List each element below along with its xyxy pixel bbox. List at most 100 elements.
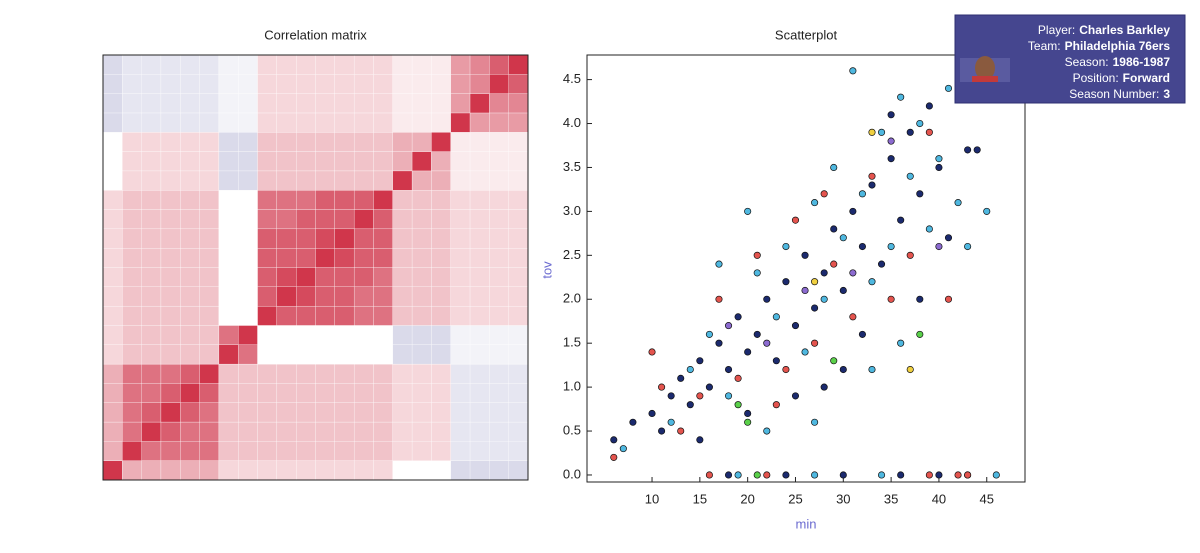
- heatmap-cell: [296, 460, 316, 481]
- heatmap-cell: [276, 132, 297, 152]
- heatmap-cell: [508, 383, 529, 403]
- scatter-point: [772, 357, 780, 365]
- heatmap-cell: [180, 421, 200, 442]
- heatmap-cell: [450, 93, 471, 114]
- tooltip: Player: Charles Barkley Team: Philadelphia …: [954, 14, 1186, 104]
- heatmap-cell: [122, 325, 142, 345]
- heatmap-cell: [508, 112, 529, 133]
- heatmap-cell: [238, 325, 258, 345]
- heatmap-cell: [122, 402, 142, 423]
- heatmap-cell: [450, 228, 471, 249]
- heatmap-cell: [238, 209, 258, 230]
- heatmap-cell: [180, 325, 200, 345]
- heatmap-cell: [373, 54, 393, 75]
- heatmap-cell: [353, 402, 374, 423]
- heatmap-cell: [508, 305, 529, 326]
- heatmap-cell: [238, 74, 258, 94]
- heatmap-cell: [469, 421, 490, 442]
- heatmap-cell: [469, 74, 490, 94]
- heatmap-cell: [180, 209, 200, 230]
- heatmap-cell: [431, 151, 451, 172]
- heatmap-cell: [122, 54, 142, 75]
- scatter-point: [925, 471, 933, 479]
- heatmap-cell: [180, 402, 200, 423]
- heatmap-cell: [160, 441, 181, 461]
- scatter-point: [954, 471, 962, 479]
- scatter-point: [906, 172, 914, 180]
- heatmap-cell: [489, 344, 509, 365]
- heatmap-cell: [411, 228, 432, 249]
- heatmap-cell: [141, 190, 162, 210]
- scatter-point: [849, 313, 857, 321]
- y-tick-label: 4.5: [563, 71, 581, 86]
- heatmap-cell: [411, 54, 432, 75]
- heatmap-cell: [315, 441, 335, 461]
- heatmap-cell: [315, 421, 335, 442]
- heatmap-cell: [199, 286, 220, 307]
- heatmap-cell: [180, 344, 200, 365]
- heatmap-cell: [199, 54, 220, 75]
- heatmap-cell: [218, 170, 239, 191]
- chart-title: Correlation matrix: [264, 27, 367, 42]
- heatmap-cell: [315, 54, 335, 75]
- heatmap-cell: [489, 402, 509, 423]
- scatter-point: [887, 137, 895, 145]
- heatmap-cell: [180, 112, 200, 133]
- chart-title: Scatterplot: [775, 27, 838, 42]
- heatmap-cell: [334, 54, 355, 75]
- heatmap-cell: [353, 441, 374, 461]
- heatmap-cell: [199, 325, 220, 345]
- scatter-point: [696, 436, 704, 444]
- heatmap-cell: [334, 383, 355, 403]
- scatter-point: [935, 471, 943, 479]
- tooltip-value: Philadelphia 76ers: [1065, 39, 1171, 53]
- heatmap-cell: [334, 325, 355, 345]
- heatmap-cell: [102, 305, 123, 326]
- heatmap-cell: [122, 441, 142, 461]
- scatter-point: [992, 471, 1000, 479]
- heatmap-cell: [353, 93, 374, 114]
- heatmap-cell: [411, 132, 432, 152]
- tooltip-line: Team: Philadelphia 76ers: [1028, 39, 1170, 53]
- scatter-point: [820, 383, 828, 391]
- heatmap-cell: [122, 305, 142, 326]
- heatmap-cell: [276, 248, 297, 268]
- heatmap-cell: [411, 190, 432, 210]
- heatmap-cell: [199, 267, 220, 287]
- heatmap-cell: [257, 74, 278, 94]
- heatmap-cell: [450, 132, 471, 152]
- heatmap-cell: [160, 267, 181, 287]
- heatmap-cell: [508, 460, 529, 481]
- scatter-point: [839, 286, 847, 295]
- scatter-point: [868, 172, 876, 180]
- heatmap-cell: [508, 421, 529, 442]
- heatmap-cell: [450, 112, 471, 133]
- scatter-point: [887, 155, 895, 163]
- heatmap-cell: [180, 383, 200, 403]
- heatmap-cell: [296, 267, 316, 287]
- heatmap-cell: [450, 151, 471, 172]
- heatmap-cell: [160, 132, 181, 152]
- heatmap-cell: [431, 344, 451, 365]
- scatter-point: [791, 392, 800, 400]
- heatmap-cell: [276, 151, 297, 172]
- scatter-point: [858, 242, 866, 251]
- heatmap-cell: [334, 305, 355, 326]
- heatmap-cell: [489, 460, 509, 481]
- tooltip-value: Charles Barkley: [1079, 23, 1170, 37]
- scatter-point: [715, 295, 723, 303]
- x-tick-label: 35: [884, 491, 898, 506]
- heatmap-cell: [373, 267, 393, 287]
- player-photo: [960, 56, 1010, 82]
- heatmap-cell: [373, 190, 393, 210]
- heatmap-cell: [276, 170, 297, 191]
- heatmap-cell: [431, 305, 451, 326]
- scatter-point: [944, 84, 953, 92]
- scatter-point: [964, 471, 972, 479]
- heatmap-cell: [296, 112, 316, 133]
- tooltip-label: Player:: [1038, 23, 1075, 37]
- heatmap-cell: [431, 267, 451, 287]
- heatmap-cell: [238, 93, 258, 114]
- heatmap-cell: [508, 74, 529, 94]
- heatmap-cell: [296, 421, 316, 442]
